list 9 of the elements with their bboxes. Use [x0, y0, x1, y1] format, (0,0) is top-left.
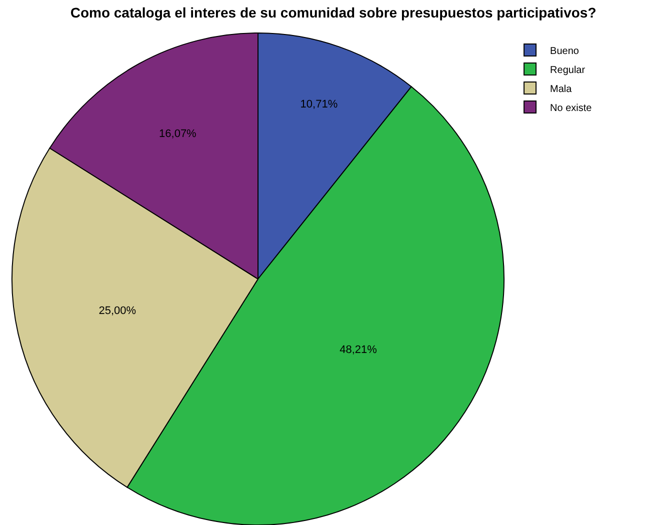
legend-label: No existe: [550, 102, 592, 114]
legend-label: Mala: [550, 84, 572, 95]
data-label: 48,21%: [340, 344, 378, 356]
data-label: 25,00%: [98, 305, 136, 318]
legend-label: Bueno: [550, 46, 580, 57]
legend-label: Regular: [550, 64, 586, 76]
data-label: 10,71%: [300, 98, 338, 110]
chart-title: Como cataloga el interes de su comunidad sobre presupuestos participativos?: [70, 4, 596, 21]
data-label: 16,07%: [159, 128, 197, 140]
